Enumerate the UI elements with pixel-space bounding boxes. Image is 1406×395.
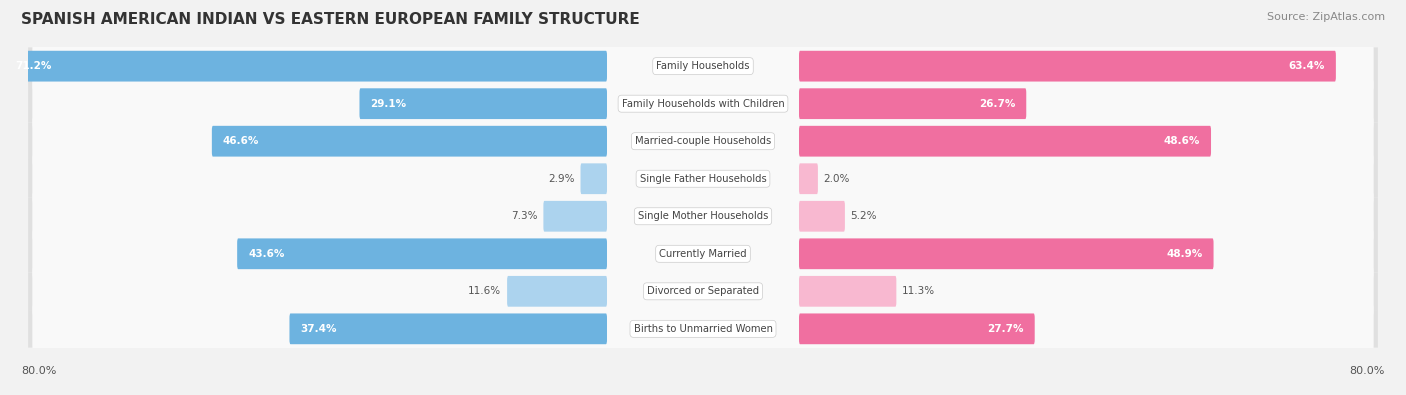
Text: 27.7%: 27.7% xyxy=(987,324,1024,334)
Text: Married-couple Households: Married-couple Households xyxy=(636,136,770,146)
FancyBboxPatch shape xyxy=(799,88,1026,119)
FancyBboxPatch shape xyxy=(799,239,1213,269)
Text: 26.7%: 26.7% xyxy=(979,99,1015,109)
FancyBboxPatch shape xyxy=(360,88,607,119)
FancyBboxPatch shape xyxy=(543,201,607,231)
FancyBboxPatch shape xyxy=(799,314,1035,344)
FancyBboxPatch shape xyxy=(28,122,1378,160)
FancyBboxPatch shape xyxy=(32,301,1374,357)
FancyBboxPatch shape xyxy=(290,314,607,344)
Text: Single Father Households: Single Father Households xyxy=(640,174,766,184)
Text: 11.3%: 11.3% xyxy=(903,286,935,296)
Text: 11.6%: 11.6% xyxy=(468,286,502,296)
FancyBboxPatch shape xyxy=(32,113,1374,169)
FancyBboxPatch shape xyxy=(28,198,1378,235)
FancyBboxPatch shape xyxy=(32,151,1374,207)
FancyBboxPatch shape xyxy=(799,276,897,307)
FancyBboxPatch shape xyxy=(28,85,1378,122)
FancyBboxPatch shape xyxy=(32,76,1374,132)
FancyBboxPatch shape xyxy=(32,263,1374,319)
Text: 63.4%: 63.4% xyxy=(1288,61,1324,71)
Text: 7.3%: 7.3% xyxy=(512,211,537,221)
Text: 48.9%: 48.9% xyxy=(1166,249,1202,259)
Text: 2.0%: 2.0% xyxy=(824,174,851,184)
FancyBboxPatch shape xyxy=(799,51,1336,81)
FancyBboxPatch shape xyxy=(28,235,1378,273)
Text: Family Households with Children: Family Households with Children xyxy=(621,99,785,109)
FancyBboxPatch shape xyxy=(28,310,1378,348)
FancyBboxPatch shape xyxy=(212,126,607,156)
FancyBboxPatch shape xyxy=(238,239,607,269)
Text: 29.1%: 29.1% xyxy=(371,99,406,109)
Text: Single Mother Households: Single Mother Households xyxy=(638,211,768,221)
FancyBboxPatch shape xyxy=(799,164,818,194)
Text: 71.2%: 71.2% xyxy=(15,61,52,71)
FancyBboxPatch shape xyxy=(32,188,1374,244)
Text: 80.0%: 80.0% xyxy=(21,366,56,376)
FancyBboxPatch shape xyxy=(32,226,1374,282)
Text: Source: ZipAtlas.com: Source: ZipAtlas.com xyxy=(1267,12,1385,22)
Text: 80.0%: 80.0% xyxy=(1350,366,1385,376)
Text: 5.2%: 5.2% xyxy=(851,211,877,221)
Text: 2.9%: 2.9% xyxy=(548,174,575,184)
FancyBboxPatch shape xyxy=(581,164,607,194)
FancyBboxPatch shape xyxy=(799,126,1211,156)
Text: SPANISH AMERICAN INDIAN VS EASTERN EUROPEAN FAMILY STRUCTURE: SPANISH AMERICAN INDIAN VS EASTERN EUROP… xyxy=(21,12,640,27)
Text: 37.4%: 37.4% xyxy=(301,324,337,334)
Text: 43.6%: 43.6% xyxy=(249,249,284,259)
FancyBboxPatch shape xyxy=(32,38,1374,94)
FancyBboxPatch shape xyxy=(4,51,607,81)
FancyBboxPatch shape xyxy=(28,160,1378,198)
FancyBboxPatch shape xyxy=(799,201,845,231)
Text: Family Households: Family Households xyxy=(657,61,749,71)
Text: 48.6%: 48.6% xyxy=(1164,136,1199,146)
Text: Divorced or Separated: Divorced or Separated xyxy=(647,286,759,296)
FancyBboxPatch shape xyxy=(28,47,1378,85)
FancyBboxPatch shape xyxy=(508,276,607,307)
Text: Currently Married: Currently Married xyxy=(659,249,747,259)
Text: 46.6%: 46.6% xyxy=(224,136,259,146)
FancyBboxPatch shape xyxy=(28,273,1378,310)
Text: Births to Unmarried Women: Births to Unmarried Women xyxy=(634,324,772,334)
